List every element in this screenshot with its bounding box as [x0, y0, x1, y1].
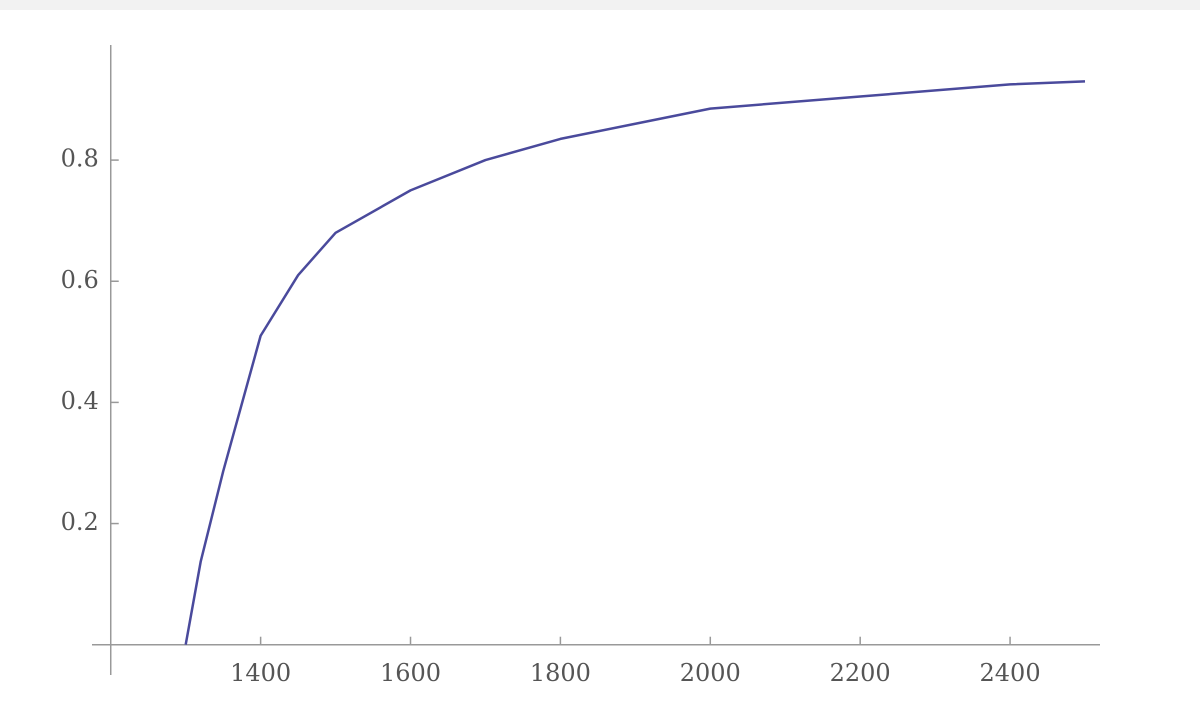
- y-tick-label: 0.6: [61, 266, 99, 294]
- x-tick-label: 1600: [380, 659, 441, 687]
- x-tick-label: 2200: [830, 659, 891, 687]
- x-tick-label: 2000: [680, 659, 741, 687]
- line: [184, 80, 1086, 645]
- y-tick-label: 0.8: [61, 145, 99, 173]
- y-tick-label: 0.4: [61, 387, 99, 415]
- top-bar: [0, 0, 1200, 10]
- x-tick-label: 1800: [530, 659, 591, 687]
- x-tick-label: 2400: [980, 659, 1041, 687]
- y-tick-label: 0.2: [61, 508, 99, 536]
- x-tick-label: 1400: [230, 659, 291, 687]
